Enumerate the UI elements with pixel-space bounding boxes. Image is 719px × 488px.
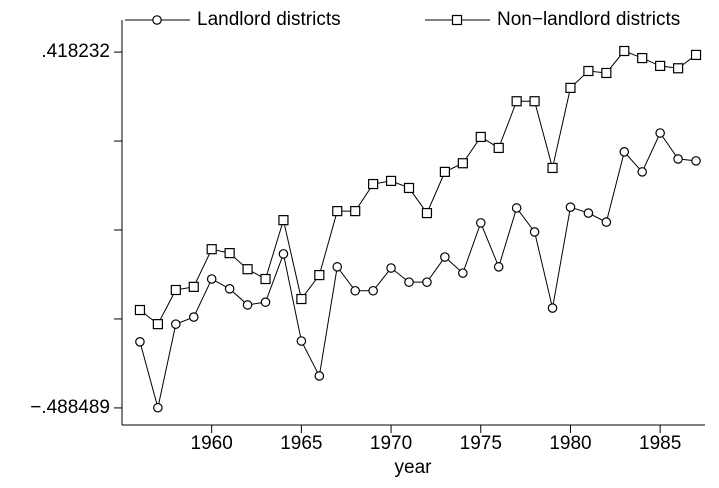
series-line (139, 132, 697, 408)
marker (583, 208, 594, 218)
marker (440, 252, 450, 262)
legend-label: Non−landlord districts (497, 9, 680, 30)
marker (188, 281, 199, 292)
x-axis-label: year (395, 457, 433, 478)
x-tick-label: 1970 (370, 433, 412, 454)
y-tick-label: −.488489 (30, 397, 110, 418)
marker (386, 263, 396, 273)
marker (691, 156, 701, 166)
marker (493, 262, 504, 272)
marker (332, 206, 343, 217)
marker (565, 202, 576, 212)
marker (655, 128, 665, 138)
marker (422, 277, 432, 287)
marker (296, 336, 307, 346)
marker (511, 96, 522, 107)
marker (368, 178, 379, 190)
marker (547, 162, 558, 174)
marker (439, 166, 450, 177)
marker (475, 131, 486, 143)
marker (529, 96, 540, 107)
marker (206, 244, 217, 255)
marker (583, 65, 594, 77)
marker (134, 304, 146, 316)
marker (421, 207, 433, 219)
marker (224, 284, 235, 294)
marker (350, 285, 360, 296)
marker (153, 402, 163, 413)
marker (314, 371, 325, 381)
legend-marker (451, 14, 463, 26)
marker (403, 182, 415, 194)
marker (170, 284, 181, 296)
marker (493, 142, 504, 154)
marker (332, 262, 343, 272)
marker (673, 154, 683, 164)
marker (458, 268, 468, 278)
marker (224, 248, 235, 259)
marker (242, 300, 253, 310)
legend-marker (152, 15, 162, 25)
marker (278, 249, 289, 259)
marker (565, 82, 576, 93)
series-line (139, 50, 697, 325)
marker (457, 158, 468, 169)
marker (242, 264, 253, 275)
marker (619, 45, 630, 57)
marker (296, 293, 307, 305)
marker (350, 206, 361, 217)
marker (368, 285, 378, 296)
x-tick-label: 1975 (460, 433, 502, 454)
y-tick-label: .418232 (41, 41, 110, 62)
marker (601, 217, 612, 227)
marker (529, 227, 540, 237)
x-tick-label: 1980 (549, 433, 591, 454)
marker (260, 297, 271, 307)
marker (511, 203, 522, 213)
marker (171, 319, 181, 329)
marker (278, 215, 289, 226)
marker (655, 60, 666, 72)
marker (672, 63, 684, 74)
marker (475, 218, 486, 228)
marker (619, 147, 630, 157)
marker (385, 175, 397, 187)
marker (314, 269, 325, 281)
marker (690, 49, 702, 61)
marker (260, 273, 271, 285)
marker (601, 67, 612, 79)
marker (206, 274, 217, 284)
legend-label: Landlord districts (197, 9, 341, 30)
x-tick-label: 1960 (191, 433, 233, 454)
x-tick-label: 1985 (639, 433, 681, 454)
marker (637, 167, 648, 177)
marker (135, 337, 145, 347)
marker (637, 52, 648, 64)
marker (188, 312, 199, 322)
x-tick-label: 1965 (280, 433, 322, 454)
marker (547, 303, 558, 313)
marker (404, 277, 414, 287)
marker (152, 319, 163, 330)
